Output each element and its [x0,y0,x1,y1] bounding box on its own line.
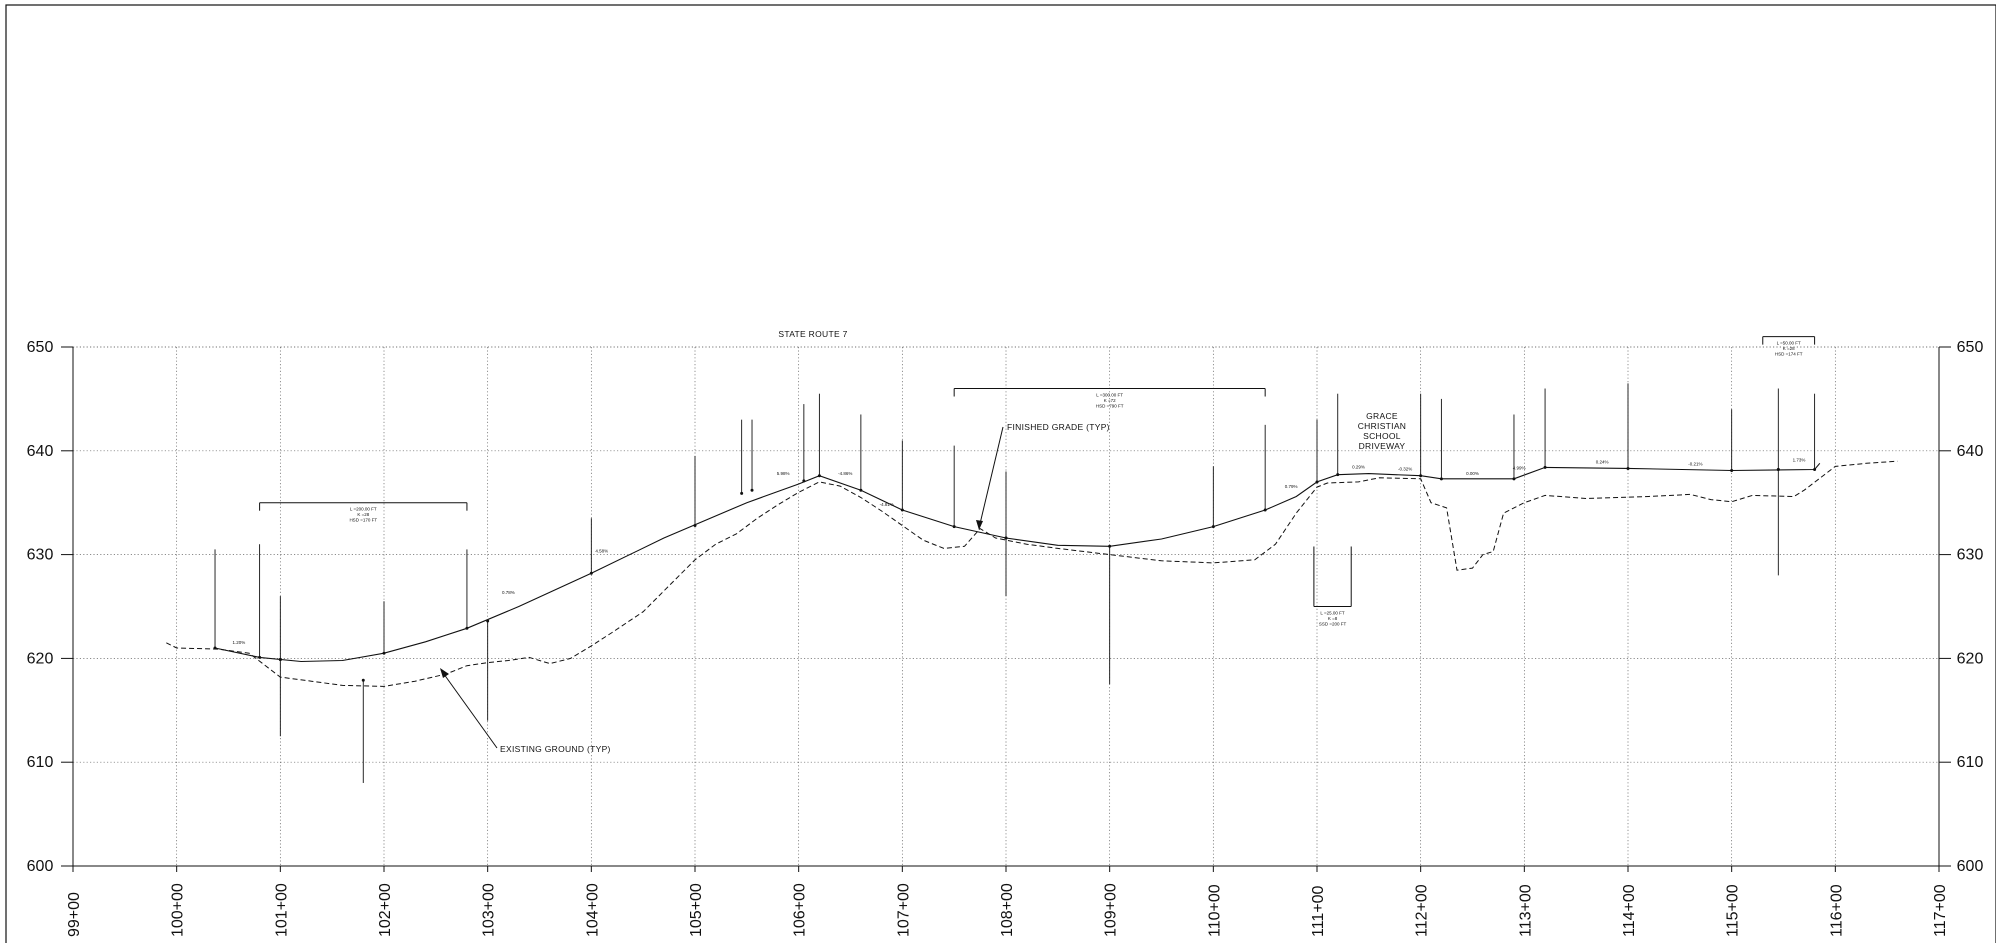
station-label: 105+00 [688,883,705,937]
grade-label: 0.29% [1352,465,1365,470]
elevation-label-left: 600 [27,858,54,875]
sheet-border [5,4,1996,943]
pvi-marker [750,488,754,492]
vc-label: K =72 [1104,398,1116,403]
grade-label: 4.99% [1513,466,1526,471]
grade-label: -4.86% [838,471,852,476]
elevation-label-right: 610 [1957,754,1984,771]
driveway-note: GRACE CHRISTIAN SCHOOL DRIVEWAY [1358,411,1407,451]
elevation-label-right: 640 [1957,443,1984,460]
station-label: 111+00 [1310,885,1327,937]
station-label: 113+00 [1517,884,1534,937]
driveway-line-1: GRACE [1366,411,1398,421]
station-label: 100+00 [170,883,187,937]
existing-ground-note: EXISTING GROUND (TYP) [500,744,611,754]
vc-label: L =300.00 FT [1096,393,1123,398]
elevation-label-left: 650 [27,339,54,356]
station-label: 102+00 [377,883,394,937]
grade-label: -4.81% [880,502,894,507]
grade-label: 1.73% [1793,457,1806,462]
grade-label: 0.78% [502,590,515,595]
grade-label: 4.58% [595,549,608,554]
station-label: 104+00 [584,883,601,937]
driveway-line-2: CHRISTIAN [1358,421,1407,431]
grade-label: 1.20% [232,640,245,645]
elevation-label-right: 650 [1957,339,1984,356]
existing-ground-line [166,460,1898,687]
finished-grade-note: FINISHED GRADE (TYP) [1007,422,1110,432]
finished-grade-arrow [976,520,983,530]
vc-label: L =200.00 FT [350,507,377,512]
vc-label: HSD =174 FT [1775,352,1803,357]
vc-label: L =25.00 FT [1320,611,1344,616]
elevation-label-left: 610 [27,754,54,771]
grade-label: -0.32% [1398,467,1412,472]
pvi-marker [740,491,744,495]
elevation-labels: 650 650 640 640 630 630 620 620 610 610 600 600 [27,339,1984,875]
grid [73,347,1939,866]
elevation-label-left: 620 [27,650,54,667]
station-label: 109+00 [1103,883,1120,937]
station-label: 117+00 [1932,884,1949,937]
grade-label: -0.21% [1688,461,1702,466]
vc-label: HSD =170 FT [349,518,377,523]
elevation-label-left: 630 [27,547,54,564]
existing-ground-leader [440,669,498,749]
grade-labels: 1.20% 0.78% 5.98% -4.86% -4.81% 4.58% 0.79% 0.2… [232,457,1805,645]
driveway-line-3: SCHOOL [1363,431,1401,441]
station-label: 115+00 [1725,884,1742,937]
driveway-line-4: DRIVEWAY [1359,441,1406,451]
station-label: 108+00 [999,883,1016,937]
vc-label: K =8 [1328,616,1338,621]
elevation-label-right: 630 [1957,547,1984,564]
pvi-marker [361,678,365,682]
vc-label: L =50.00 FT [1777,341,1801,346]
elevation-label-right: 600 [1957,858,1984,875]
grade-label: 5.98% [777,471,790,476]
profile-lines [166,460,1898,687]
grade-label: 0.00% [1466,471,1479,476]
station-label: 101+00 [273,883,290,937]
grade-label: 0.24% [1596,459,1609,464]
station-label: 107+00 [895,883,912,937]
station-label: 110+00 [1206,884,1223,937]
profile-title: STATE ROUTE 7 [778,329,847,339]
station-label: 112+00 [1414,884,1431,937]
station-label: 106+00 [792,883,809,937]
vc-label: K =28 [357,512,369,517]
station-labels: 99+00 100+00 101+00 102+00 103+00 104+00 105+0… [66,866,1949,937]
station-label: 99+00 [66,892,83,937]
existing-ground-arrow [440,668,449,678]
station-label: 114+00 [1621,884,1638,937]
pvi-leaders [213,383,1817,783]
vc-label: K =28 [1783,346,1795,351]
elevation-label-left: 640 [27,443,54,460]
vc-label: HSD =790 FT [1096,404,1124,409]
finished-grade-leader [978,426,1004,529]
station-label: 116+00 [1828,884,1845,937]
elevation-label-right: 620 [1957,650,1984,667]
grade-label: 0.79% [1285,484,1298,489]
finished-grade-line [214,462,1821,663]
station-label: 103+00 [481,883,498,937]
vc-label: SSD =200 FT [1319,622,1347,627]
